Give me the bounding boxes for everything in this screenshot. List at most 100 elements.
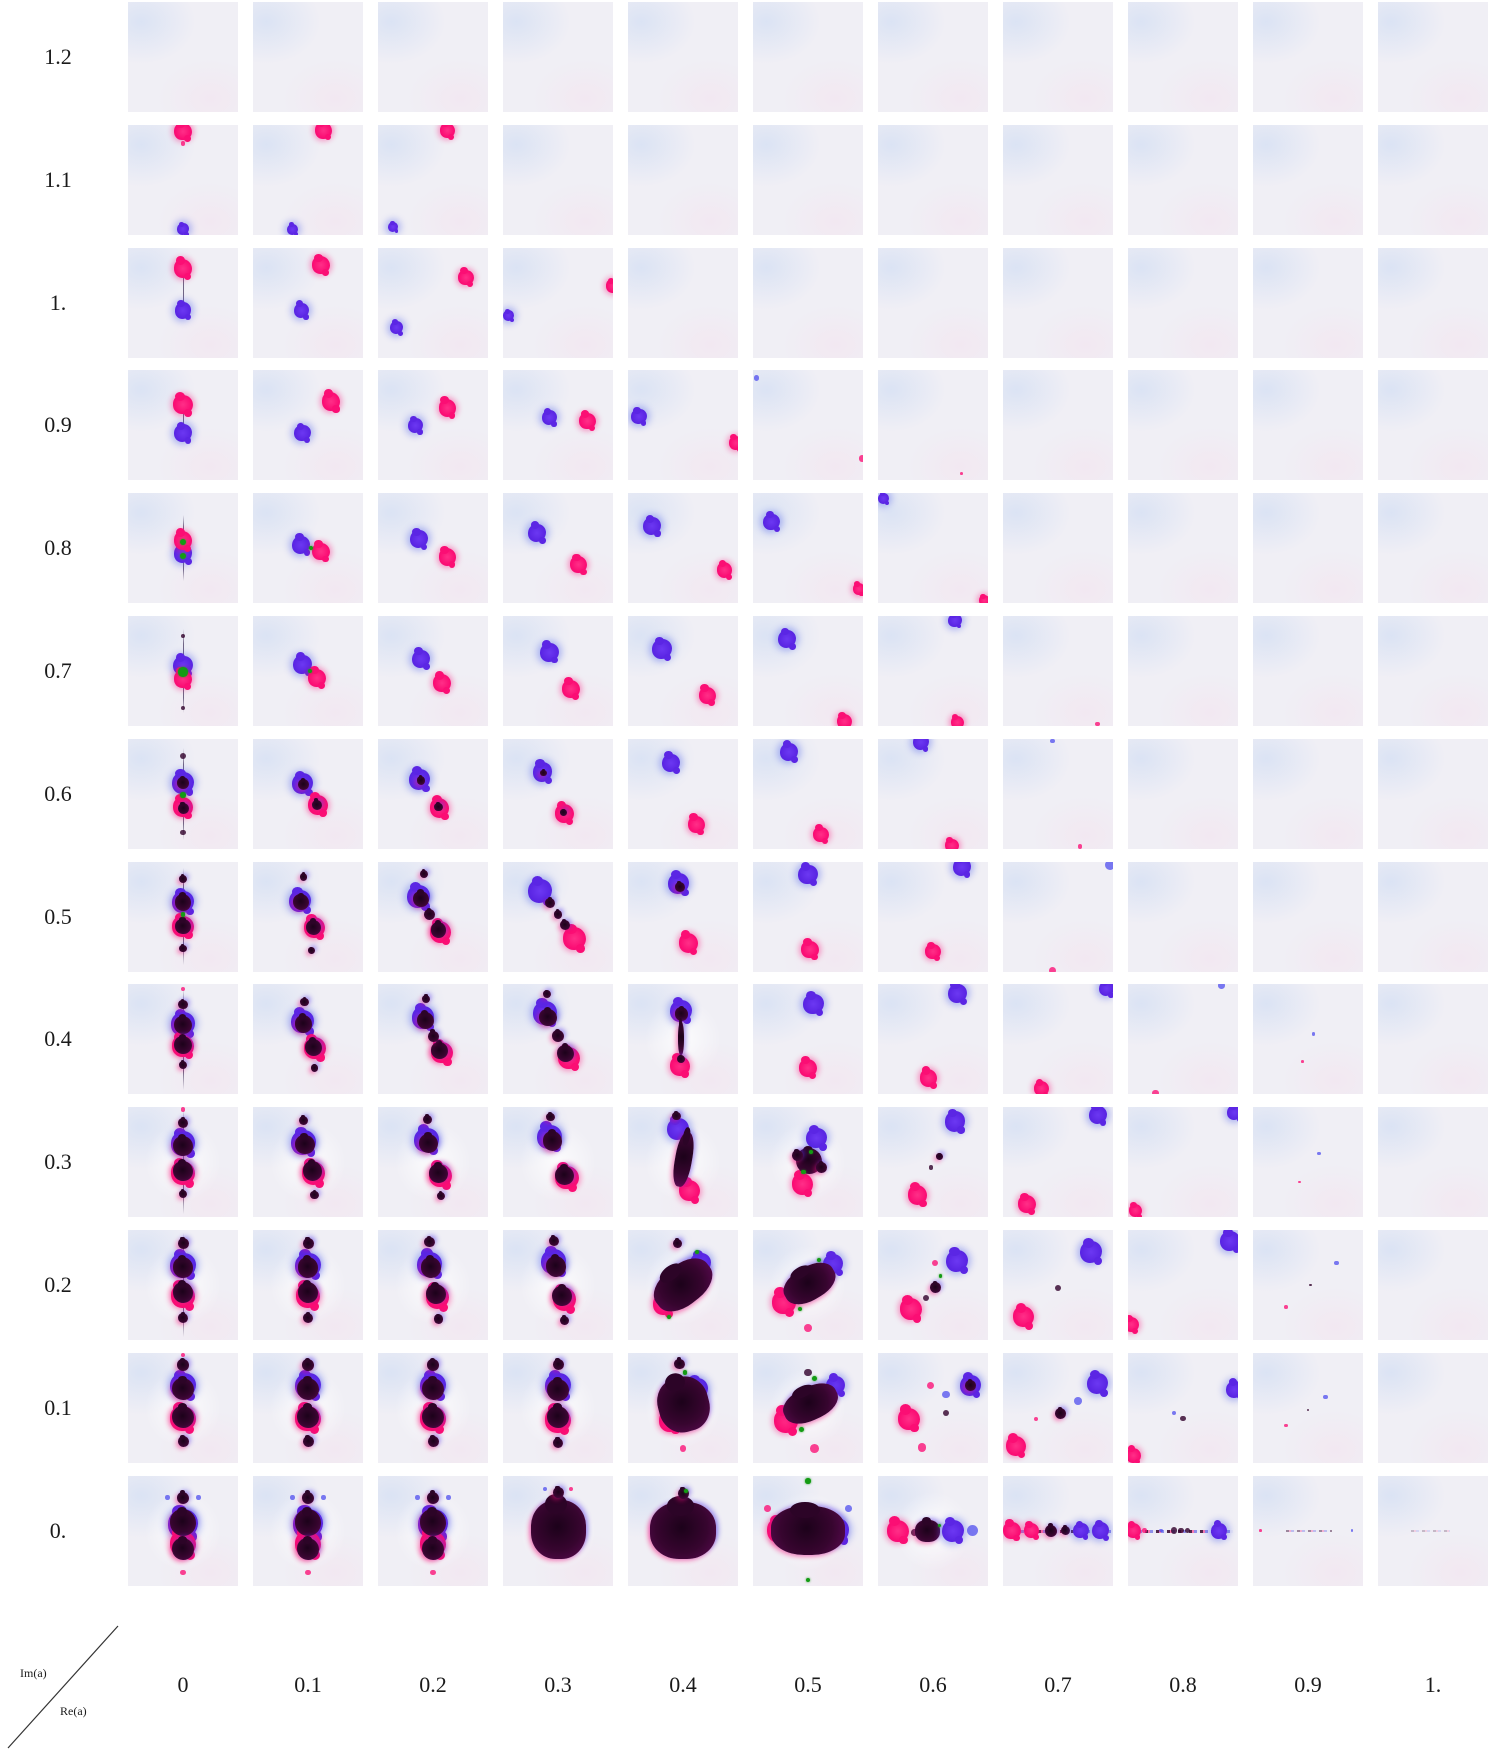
red-julia-blob — [173, 391, 193, 417]
fractal-tile-im-0.4-re-0.9 — [1253, 984, 1363, 1095]
red-julia-blob — [698, 684, 716, 706]
blue-julia-blob — [1226, 1378, 1238, 1400]
red-speck — [1077, 844, 1083, 849]
col-label-re: 0.8 — [1169, 1672, 1197, 1697]
green-overlap-dot — [801, 1169, 806, 1175]
red-speck — [1033, 1416, 1039, 1421]
fractal-tile-im-1.-re-0.6 — [878, 247, 988, 358]
red-julia-blob — [798, 1055, 818, 1080]
red-julia-blob — [678, 930, 699, 955]
fractal-tile-im-1.-re-0.9 — [1253, 247, 1363, 358]
dark-set-blob — [552, 1436, 564, 1449]
row-label-im: 0.4 — [44, 1026, 72, 1052]
fractal-tile-im-0.8-re-0.5 — [753, 493, 863, 604]
red-julia-blob — [312, 540, 330, 562]
red-speck — [1297, 1180, 1301, 1184]
blue-julia-blob — [174, 299, 192, 320]
blue-julia-blob — [528, 521, 547, 544]
fractal-tile-im-0.6-re-0.5 — [753, 738, 863, 849]
dark-speck — [804, 1368, 812, 1377]
row-label-im: 0.9 — [44, 412, 72, 438]
fractal-tile-im-0.1-re-0.1 — [253, 1352, 363, 1463]
dark-set-blob — [553, 909, 563, 919]
row-label-im: 0.8 — [44, 535, 72, 561]
col-label-re: 0.6 — [919, 1672, 947, 1697]
fractal-tile-im-0.6-re-0 — [128, 738, 238, 849]
fractal-tile-im-1.-re-0.3 — [503, 247, 613, 358]
red-julia-blob — [679, 1177, 701, 1204]
blue-julia-blob — [1092, 1519, 1110, 1542]
green-overlap-dot — [695, 1249, 700, 1255]
fractal-tile-im-0.3-re-0.2 — [378, 1107, 488, 1218]
green-overlap-dot — [180, 792, 186, 798]
dark-set-blob — [551, 1028, 565, 1043]
dark-set-blob — [297, 1280, 319, 1303]
red-julia-blob — [717, 560, 733, 581]
green-overlap-dot — [180, 912, 186, 917]
dark-set-blob — [543, 989, 551, 999]
fractal-tile-im-0.6-re-0.7 — [1003, 738, 1113, 849]
red-speck — [1284, 1423, 1288, 1428]
dark-set-blob — [540, 768, 547, 777]
fractal-tile-im-0.9-re-0.9 — [1253, 370, 1363, 481]
fractal-tile-im-1.-re-0.8 — [1128, 247, 1238, 358]
dark-set-blob — [539, 1006, 557, 1027]
row-label-im: 1. — [49, 289, 67, 315]
red-speck — [960, 472, 964, 476]
fractal-tile-im-0.2-re-0.1 — [253, 1230, 363, 1340]
dark-speck — [1177, 1527, 1184, 1534]
blue-speck — [196, 1495, 201, 1500]
fractal-tile-im-0.7-re-0.5 — [753, 616, 863, 726]
blue-julia-blob — [947, 984, 967, 1006]
dark-set-blob — [179, 1059, 187, 1069]
green-overlap-dot — [179, 552, 187, 559]
fractal-tile-im-0.8-re-0.1 — [253, 493, 363, 604]
dark-set-blob — [554, 1163, 575, 1186]
dark-set-blob — [311, 798, 323, 811]
red-speck — [1152, 1090, 1159, 1095]
blue-julia-blob — [952, 861, 971, 878]
fractal-tile-im-0.-re-0.9 — [1253, 1475, 1363, 1586]
red-julia-blob — [579, 410, 596, 431]
dark-set-blob — [177, 1236, 189, 1249]
fractal-tile-im-0.8-re-0.7 — [1003, 493, 1113, 604]
fractal-tile-im-1.1-re-0.8 — [1128, 124, 1238, 235]
blue-speck — [942, 1390, 951, 1399]
fractal-tile-im-0.5-re-0.7 — [1003, 861, 1113, 972]
red-speck — [180, 986, 186, 991]
dark-set-blob — [560, 1314, 569, 1325]
blue-speck — [1317, 1151, 1321, 1156]
fractal-tile-im-0.7-re-0.8 — [1128, 616, 1238, 726]
blue-speck — [1323, 1394, 1328, 1399]
fractal-tile-im-1.1-re-0.6 — [878, 124, 988, 235]
dark-set-blob — [412, 889, 430, 908]
dark-set-pill — [678, 1018, 684, 1055]
dark-set-blob — [545, 1253, 567, 1277]
dark-set-blob — [433, 1313, 444, 1324]
fractal-tile-im-1.1-re-0.2 — [378, 124, 488, 235]
row-label-im: 0.3 — [44, 1149, 72, 1175]
dark-set-pill — [770, 1501, 846, 1555]
row-label-im: 0.5 — [44, 903, 72, 929]
dark-set-blob — [436, 1191, 445, 1201]
red-speck — [764, 1505, 771, 1512]
fractal-tile-im-0.8-re-0.6 — [878, 493, 988, 604]
fractal-tile-im-0.2-re-0 — [128, 1230, 238, 1340]
blue-speck — [1050, 738, 1055, 744]
red-julia-blob — [1129, 1201, 1143, 1218]
blue-julia-blob — [174, 421, 192, 444]
fractal-tile-im-0.6-re-0.3 — [503, 738, 613, 849]
dark-set-blob — [174, 1034, 192, 1054]
red-speck — [931, 1259, 939, 1267]
red-speck — [804, 1324, 812, 1332]
fractal-tile-im-0.5-re-0.3 — [503, 861, 613, 972]
red-speck — [569, 1486, 574, 1491]
dark-speck — [180, 633, 186, 638]
blue-julia-blob — [912, 738, 929, 752]
fractal-tile-im-0.-re-0.4 — [628, 1475, 738, 1586]
fractal-tile-im-1.2-re-0.4 — [628, 2, 738, 112]
col-label-re: 1. — [1424, 1672, 1442, 1697]
dark-set-blob — [552, 1358, 564, 1371]
blue-julia-blob — [941, 1516, 964, 1544]
tile-halo — [505, 1107, 611, 1218]
